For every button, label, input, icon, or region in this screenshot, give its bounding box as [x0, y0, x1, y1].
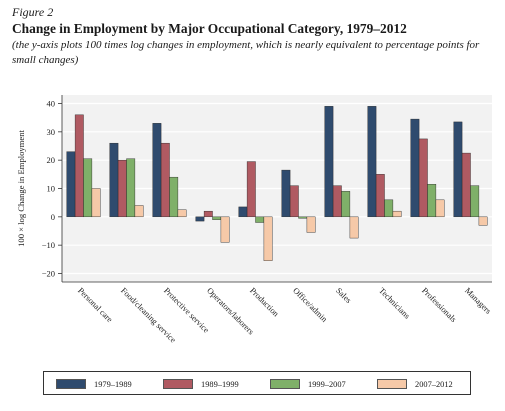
legend-item: 1979–1989	[56, 378, 132, 390]
category-label: Sales	[334, 286, 353, 305]
bar	[478, 216, 488, 226]
bar	[453, 121, 463, 218]
legend-swatch	[377, 379, 407, 389]
legend-label: 1999–2007	[308, 379, 346, 389]
bar	[470, 185, 480, 218]
bar	[281, 169, 291, 218]
bar	[83, 158, 93, 218]
figure-label: Figure 2	[12, 5, 54, 19]
bar	[418, 138, 428, 218]
bar	[160, 142, 170, 218]
category-label: Managers	[463, 286, 493, 316]
y-tick-label: 0	[51, 212, 55, 222]
bar	[177, 209, 187, 218]
legend-swatch	[163, 379, 193, 389]
bar	[212, 216, 222, 220]
chart-title: Change in Employment by Major Occupation…	[12, 21, 407, 36]
bar	[427, 184, 437, 218]
bar	[109, 142, 119, 218]
bar	[117, 159, 127, 218]
bar	[220, 216, 230, 243]
bar	[332, 185, 342, 218]
legend-item: 1989–1999	[163, 378, 239, 390]
y-tick-label: 30	[47, 127, 56, 137]
legend-label: 1979–1989	[94, 379, 132, 389]
y-tick-label: 20	[47, 155, 56, 165]
category-label: Professionals	[420, 286, 458, 324]
bar	[435, 199, 445, 218]
bar	[392, 210, 402, 218]
bar	[341, 191, 351, 218]
y-axis-label: 100 × log Change in Employment	[16, 129, 26, 246]
legend-label: 1989–1999	[201, 379, 239, 389]
bar	[169, 176, 179, 218]
legend-swatch	[270, 379, 300, 389]
legend-item: 1999–2007	[270, 378, 346, 390]
y-tick-label: 10	[47, 184, 56, 194]
category-label: Personal care	[76, 286, 114, 324]
legend: 1979–1989 1989–1999 1999–2007 2007–2012	[43, 371, 471, 395]
y-tick-label: 40	[47, 99, 56, 109]
legend-label: 2007–2012	[415, 379, 453, 389]
category-label: Operators/laborers	[205, 286, 255, 336]
category-label: Protective service	[162, 286, 211, 335]
bar	[289, 185, 299, 218]
bar	[134, 205, 144, 218]
bar	[263, 216, 273, 261]
legend-item: 2007–2012	[377, 378, 453, 390]
bar	[384, 199, 394, 218]
bar	[298, 216, 308, 219]
bar	[66, 151, 76, 218]
bar	[349, 216, 359, 239]
bar	[461, 152, 471, 218]
bar	[152, 123, 162, 218]
bar	[246, 161, 256, 218]
bar	[375, 174, 385, 218]
bar	[255, 216, 265, 223]
category-label: Office/admin	[291, 286, 329, 324]
bar	[203, 210, 213, 218]
bar	[74, 114, 84, 218]
bar-chart: −20 −10 0 10 20 30 40 100 × log Change in Emplo…	[16, 95, 493, 345]
bar	[91, 188, 101, 218]
chart-subtitle: (the y-axis plots 100 times log changes …	[12, 39, 480, 66]
bar	[126, 158, 136, 218]
bar	[306, 216, 316, 233]
bar	[367, 106, 377, 218]
bar	[410, 118, 420, 218]
bar	[195, 216, 205, 222]
legend-swatch	[56, 379, 86, 389]
bar	[324, 106, 334, 218]
bar	[238, 206, 248, 218]
y-tick-label: −10	[42, 240, 55, 250]
category-label: Production	[248, 286, 281, 319]
y-tick-label: −20	[42, 269, 55, 279]
category-label: Technicians	[377, 286, 412, 321]
